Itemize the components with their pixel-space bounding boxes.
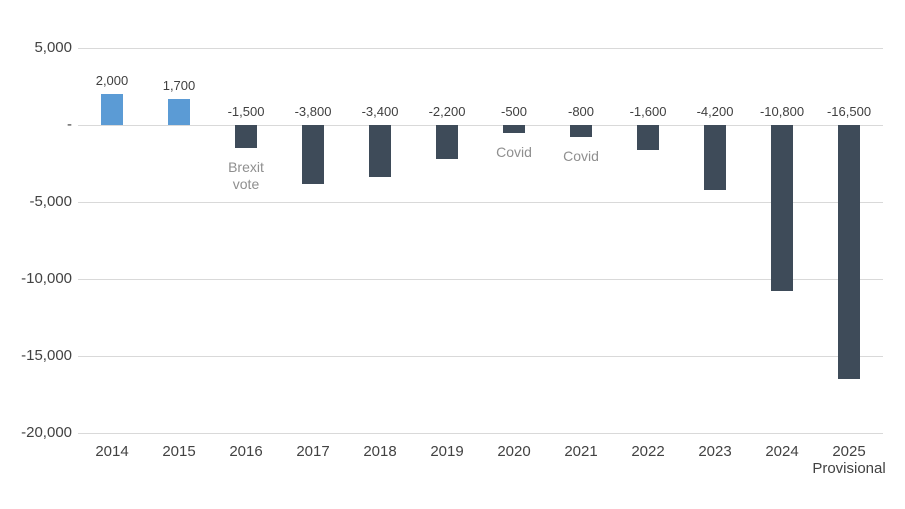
bar-2015: [168, 99, 190, 125]
x-axis-label-2025: 2025 Provisional: [794, 443, 904, 477]
bar-value-label: -1,600: [629, 104, 667, 119]
bar-2019: [436, 125, 458, 159]
bar-2020: [503, 125, 525, 133]
annotation-covid: Covid: [459, 144, 569, 161]
bar-value-label: -3,800: [294, 104, 332, 119]
bar-2024: [771, 125, 793, 291]
y-axis-tick-label: -5,000: [29, 193, 72, 210]
x-axis-label-2021: 2021: [526, 443, 636, 460]
gridline: [78, 433, 883, 434]
bar-2025: [838, 125, 860, 379]
bar-2021: [570, 125, 592, 137]
x-axis-label-2016: 2016: [191, 443, 301, 460]
y-axis-tick-label: -10,000: [21, 270, 72, 287]
x-axis-year: 2023: [698, 443, 732, 460]
gridline: [78, 125, 883, 126]
y-axis-tick-label: -20,000: [21, 424, 72, 441]
x-axis-year: 2019: [430, 443, 464, 460]
x-axis-label-2023: 2023: [660, 443, 770, 460]
bar-value-label: 2,000: [95, 73, 129, 88]
bar-2018: [369, 125, 391, 177]
bar-2017: [302, 125, 324, 184]
x-axis-label-2020: 2020: [459, 443, 569, 460]
gridline: [78, 356, 883, 357]
x-axis-label-2022: 2022: [593, 443, 703, 460]
annotation-covid: Covid: [526, 148, 636, 165]
y-axis-tick-label: -15,000: [21, 347, 72, 364]
x-axis-label-2018: 2018: [325, 443, 435, 460]
bar-value-label: -10,800: [759, 104, 805, 119]
bar-value-label: -500: [500, 104, 528, 119]
bar-value-label: -3,400: [361, 104, 399, 119]
bar-value-label: -800: [567, 104, 595, 119]
x-axis-year: 2021: [564, 443, 598, 460]
x-axis-sublabel: Provisional: [812, 460, 886, 477]
x-axis-label-2015: 2015: [124, 443, 234, 460]
gridline: [78, 48, 883, 49]
gridline: [78, 279, 883, 280]
bar-value-label: 1,700: [162, 78, 196, 93]
x-axis-label-2019: 2019: [392, 443, 502, 460]
bar-value-label: -2,200: [428, 104, 466, 119]
bar-2022: [637, 125, 659, 150]
annotation-line: Brexit: [228, 159, 264, 175]
bar-2014: [101, 94, 123, 125]
x-axis-label-2017: 2017: [258, 443, 368, 460]
annotation-line: Covid: [496, 144, 532, 160]
annotation-line: vote: [232, 176, 260, 192]
x-axis-year: 2018: [363, 443, 397, 460]
bar-value-label: -4,200: [696, 104, 734, 119]
bar-value-label: -16,500: [826, 104, 872, 119]
annotation-line: Covid: [563, 148, 599, 164]
y-axis-tick-label: 5,000: [34, 39, 72, 56]
x-axis-label-2014: 2014: [57, 443, 167, 460]
x-axis-year: 2016: [229, 443, 263, 460]
x-axis-label-2024: 2024: [727, 443, 837, 460]
x-axis-year: 2020: [497, 443, 531, 460]
gridline: [78, 202, 883, 203]
x-axis-year: 2024: [765, 443, 799, 460]
annotation-brexit-vote: Brexit vote: [191, 159, 301, 193]
bar-value-label: -1,500: [227, 104, 265, 119]
x-axis-year: 2025: [832, 443, 866, 460]
x-axis-year: 2014: [95, 443, 129, 460]
x-axis-year: 2017: [296, 443, 330, 460]
x-axis-year: 2022: [631, 443, 665, 460]
x-axis-year: 2015: [162, 443, 196, 460]
bar-2023: [704, 125, 726, 190]
y-axis-tick-label: -: [67, 116, 72, 133]
bar-2016: [235, 125, 257, 148]
